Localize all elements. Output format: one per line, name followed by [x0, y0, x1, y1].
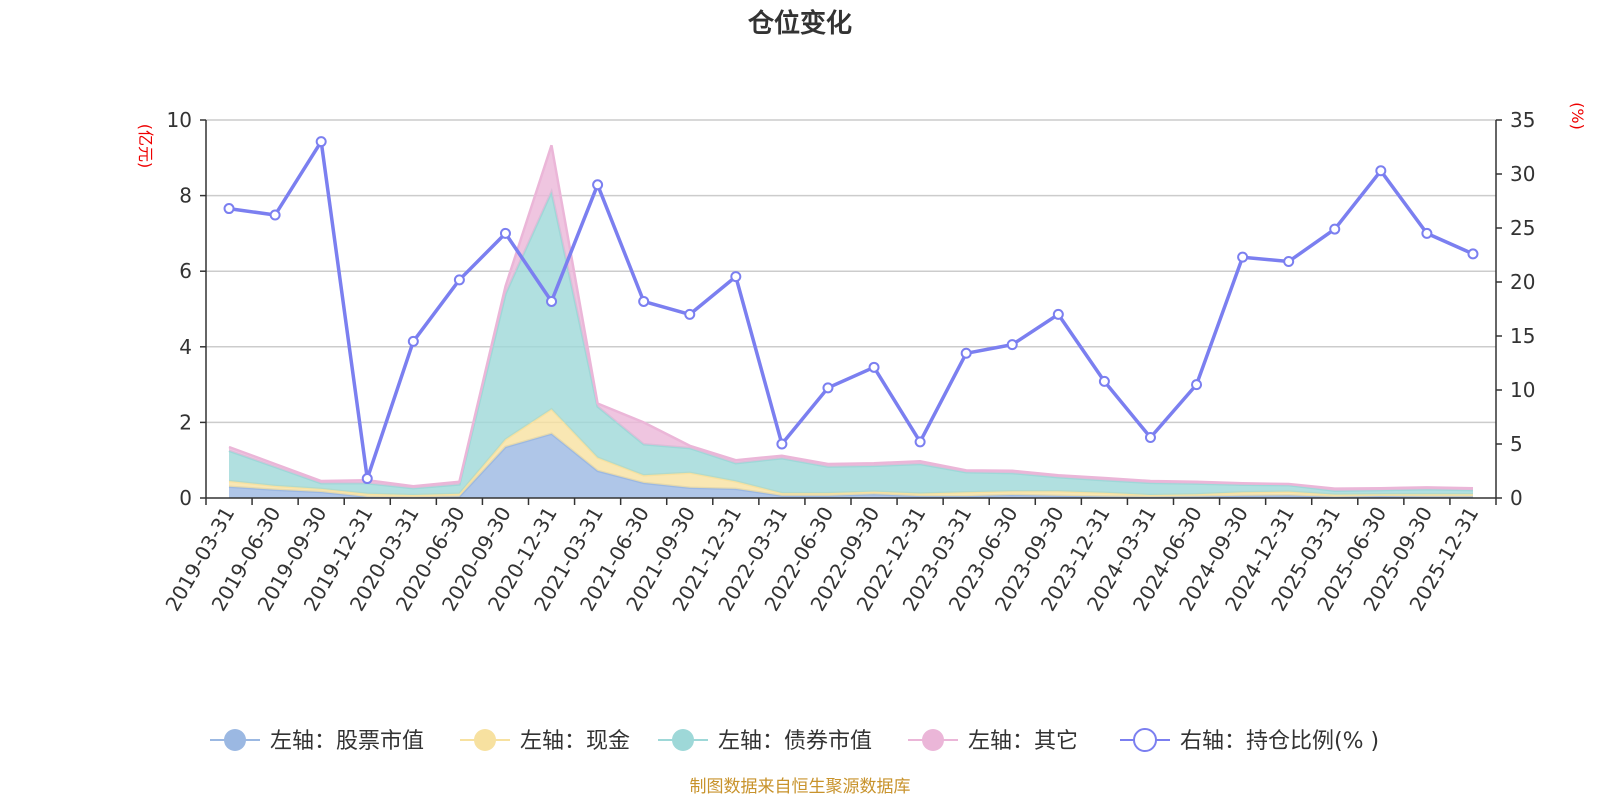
ratio-point[interactable] [453, 274, 465, 286]
ratio-point[interactable] [1375, 165, 1387, 177]
ratio-point[interactable] [868, 361, 880, 373]
grid [206, 119, 1496, 424]
right-tick-label: 20 [1510, 270, 1535, 294]
left-tick-label: 6 [179, 259, 192, 283]
ratio-point[interactable] [223, 203, 235, 215]
ratio-point[interactable] [960, 347, 972, 359]
ratio-point[interactable] [1191, 379, 1203, 391]
legend-item-0[interactable]: 左轴：股票市值 [210, 729, 424, 754]
legend-item-3[interactable]: 左轴：其它 [908, 729, 1078, 754]
ratio-point[interactable] [1237, 251, 1249, 263]
left-tick-label: 10 [167, 108, 192, 132]
left-axis-unit: (亿元) [136, 124, 155, 169]
legend-marker-icon [224, 729, 246, 751]
ratio-point[interactable] [1006, 339, 1018, 351]
legend-marker-icon [922, 729, 944, 751]
legend-label: 左轴：其它 [968, 729, 1078, 754]
ratio-line-path [228, 139, 1474, 481]
legend[interactable]: 左轴：股票市值 左轴：现金 左轴：债券市值 左轴：其它 右轴：持仓比例(% ) [210, 728, 1379, 754]
ratio-point[interactable] [592, 179, 604, 191]
position-ratio-line [223, 136, 1479, 485]
ratio-point[interactable] [684, 308, 696, 320]
left-tick-label: 8 [179, 184, 192, 208]
ratio-point[interactable] [269, 209, 281, 221]
ratio-point[interactable] [407, 335, 419, 347]
stacked-areas [228, 144, 1474, 499]
ratio-point[interactable] [1467, 248, 1479, 260]
data-source-note: 制图数据来自恒生聚源数据库 [690, 777, 911, 797]
area-series-2 [229, 191, 1473, 496]
right-tick-label: 15 [1510, 324, 1535, 348]
left-tick-label: 0 [179, 486, 192, 510]
area-series-1 [229, 409, 1473, 498]
right-tick-label: 30 [1510, 162, 1535, 186]
legend-item-4[interactable]: 右轴：持仓比例(% ) [1120, 728, 1379, 754]
ratio-point[interactable] [730, 271, 742, 283]
ratio-point[interactable] [1329, 223, 1341, 235]
right-tick-label: 25 [1510, 216, 1535, 240]
ratio-point[interactable] [499, 227, 511, 239]
ratio-point[interactable] [1144, 432, 1156, 444]
axes: 0246810051015202530352019-03-312019-06-3… [160, 108, 1535, 615]
ratio-point[interactable] [1052, 308, 1064, 320]
legend-label: 左轴：现金 [520, 729, 630, 754]
area-series-0 [229, 433, 1473, 498]
legend-label: 左轴：债券市值 [718, 729, 872, 754]
legend-marker-icon [474, 729, 496, 751]
chart-title: 仓位变化 [747, 8, 852, 39]
area-series-3 [229, 145, 1473, 491]
legend-label: 右轴：持仓比例(% ) [1180, 729, 1379, 754]
right-tick-label: 35 [1510, 108, 1535, 132]
ratio-point[interactable] [822, 382, 834, 394]
legend-label: 左轴：股票市值 [270, 729, 424, 754]
right-tick-label: 0 [1510, 486, 1523, 510]
legend-marker-icon [672, 729, 694, 751]
legend-item-2[interactable]: 左轴：债券市值 [658, 729, 872, 754]
right-tick-label: 5 [1510, 432, 1523, 456]
right-axis-unit: (%) [1568, 102, 1587, 130]
ratio-point[interactable] [1283, 255, 1295, 267]
left-tick-label: 4 [179, 335, 192, 359]
legend-marker-icon [1133, 728, 1157, 752]
ratio-point[interactable] [914, 436, 926, 448]
ratio-point[interactable] [776, 438, 788, 450]
legend-item-1[interactable]: 左轴：现金 [460, 729, 630, 754]
area-series-edge-3 [228, 144, 1474, 490]
ratio-point[interactable] [1098, 375, 1110, 387]
right-tick-label: 10 [1510, 378, 1535, 402]
ratio-point[interactable] [546, 295, 558, 307]
ratio-point[interactable] [1421, 227, 1433, 239]
ratio-point[interactable] [315, 136, 327, 148]
ratio-point[interactable] [638, 295, 650, 307]
ratio-point[interactable] [361, 473, 373, 485]
left-tick-label: 2 [179, 410, 192, 434]
